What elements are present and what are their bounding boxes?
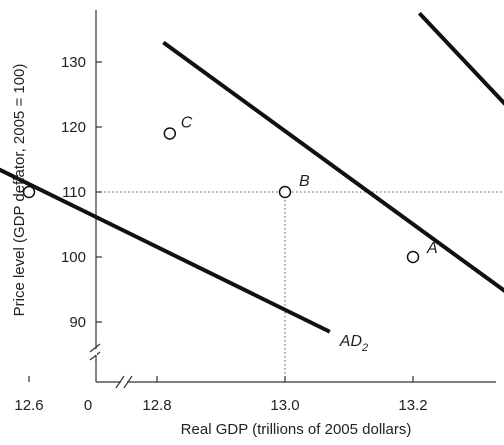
y-axis-break-gap — [95, 349, 97, 355]
y-tick-label: 100 — [61, 249, 86, 266]
point-c — [164, 128, 175, 139]
point-b — [280, 187, 291, 198]
y-tick-label: 120 — [61, 119, 86, 136]
tick-labels: 12.612.813.013.213.413.690100110120130 — [14, 54, 504, 414]
x-axis-title: Real GDP (trillions of 2005 dollars) — [181, 421, 412, 438]
y-tick-label: 130 — [61, 54, 86, 71]
x-tick-label: 13.2 — [398, 397, 427, 414]
x-tick-label: 13.0 — [270, 397, 299, 414]
point-a-label: A — [426, 240, 438, 257]
axes — [90, 10, 496, 388]
ad-curve-1 — [419, 13, 504, 244]
x-tick-label: 12.6 — [14, 397, 43, 414]
x-tick-label: 12.8 — [142, 397, 171, 414]
point-b-label: B — [299, 173, 310, 190]
point-c-label: C — [181, 115, 193, 132]
point-a — [408, 252, 419, 263]
ad-curve-2-label: AD2 — [339, 333, 368, 354]
reference-lines — [96, 192, 504, 382]
y-axis-title: Price level (GDP deflator, 2005 = 100) — [11, 64, 28, 317]
ad-curve-0 — [163, 43, 504, 323]
y-tick-label: 90 — [69, 314, 86, 331]
origin-label: 0 — [84, 397, 92, 414]
x-axis-break-gap — [121, 381, 127, 383]
ad-curve-2 — [0, 143, 330, 332]
y-tick-label: 110 — [62, 184, 86, 201]
